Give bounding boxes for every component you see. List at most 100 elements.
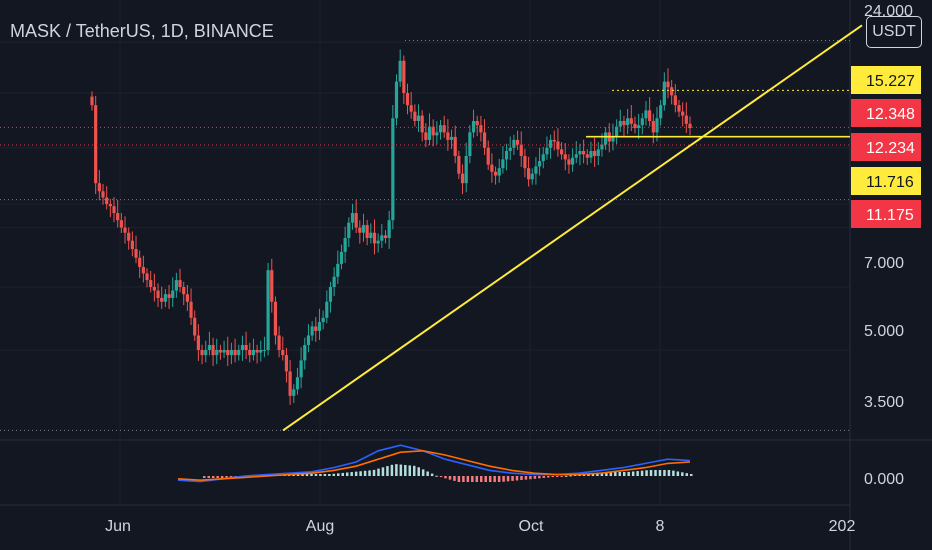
candle-body [145,273,149,281]
candle-body [530,173,534,180]
macd-histogram-bar [690,474,693,476]
macd-histogram-bar [296,474,300,476]
candle-body [420,115,424,133]
trendline [282,24,863,432]
candle-body [457,155,461,174]
candle-body [141,267,145,274]
candle-body [325,301,329,318]
candle-body [600,144,604,150]
candle-body [112,206,116,214]
price-axis: 24.000 7.000 5.000 3.500 0.000 15.227 12.348 12… [851,3,921,488]
candle-body [306,335,311,346]
candle-body [571,157,575,165]
macd-histogram-bar [386,466,389,476]
macd-histogram-bar [319,474,322,476]
candle-body [105,197,109,205]
candle-body [174,280,178,291]
macd-histogram-bar [404,464,407,476]
macd-histogram-bar [596,472,599,476]
macd-histogram-bar [203,476,206,478]
candle-body [504,151,509,160]
candle-body [651,121,655,133]
candle-body [523,155,527,169]
candle-body [266,270,270,351]
candles [90,49,692,405]
macd-histogram-bar [211,476,215,478]
currency-button[interactable]: USDT [866,16,922,48]
x-tick-label: 202 [829,518,856,535]
macd-histogram-bar [341,472,345,476]
candle-body [273,301,278,336]
candle-body [211,345,215,356]
y-tick-label: 7.000 [864,255,904,272]
candle-body [108,204,112,207]
candle-body [541,154,545,162]
candle-body [101,191,105,198]
macd-histogram-bar [390,464,394,476]
macd-histogram-bar [609,472,613,476]
candle-body [460,173,465,184]
macd-histogram-bar [618,472,622,476]
candle-body [615,126,619,137]
macd-histogram-bar [480,476,483,482]
macd-histogram-bar [314,474,318,476]
macd-histogram-bar [457,476,461,482]
candle-body [244,345,248,351]
macd-histogram-bar [453,476,456,481]
candle-body [556,141,560,150]
macd-histogram-bar [337,473,340,476]
candle-body [310,326,314,336]
macd-indicator [177,444,693,483]
candle-body [512,139,516,148]
macd-histogram-bar [412,465,416,476]
macd-histogram-bar [547,476,550,478]
macd-histogram-bar [417,467,420,476]
macd-histogram-bar [323,474,327,476]
macd-histogram-bar [359,471,362,476]
macd-histogram-bar [511,476,514,481]
macd-histogram-bar [462,476,465,482]
candle-body [134,249,138,258]
candle-body [387,220,391,238]
candle-body [376,240,380,244]
candle-body [152,287,156,291]
chart-overlays [0,24,863,432]
macd-histogram-bar [569,475,572,477]
candle-body [622,121,626,126]
price-label-box [851,167,921,195]
candle-body [534,166,538,174]
candle-body [596,149,600,156]
candle-body [365,225,369,238]
candle-body [222,350,226,353]
candle-body [163,294,167,302]
candle-body [138,257,142,268]
macd-histogram-bar [395,464,398,476]
x-tick-label: Aug [306,518,334,535]
candle-body [281,350,285,356]
macd-histogram-bar [310,474,313,476]
macd-histogram-bar [681,472,684,476]
candle-body [659,105,663,119]
signal-line [177,449,691,482]
candle-body [361,225,366,233]
candle-body [475,121,479,126]
macd-histogram-bar [573,474,577,476]
macd-histogram-bar [466,476,470,482]
candle-body [262,350,267,352]
macd-histogram-bar [551,476,554,478]
y-tick-label: 3.500 [864,394,904,411]
candle-body [284,355,289,372]
candle-body [545,147,549,155]
candle-body [435,132,439,136]
macd-histogram-bar [363,470,367,476]
candle-body [431,126,435,136]
price-label: 11.716 [866,174,914,191]
candle-body [207,345,211,351]
candle-body [486,147,490,165]
candle-body [171,290,175,298]
candle-body [482,132,487,148]
price-label: 12.348 [866,106,915,123]
time-axis: Jun Aug Oct 8 202 [105,518,855,535]
